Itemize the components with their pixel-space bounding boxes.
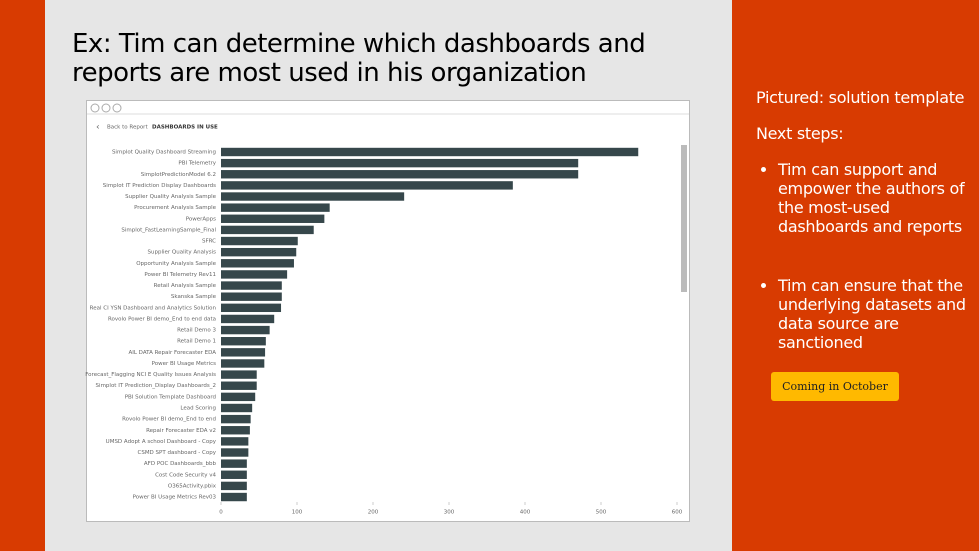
window-button <box>101 103 111 113</box>
window-button <box>112 103 122 113</box>
bar <box>221 359 265 368</box>
y-tick-label: Cost Code Security v4 <box>155 472 216 478</box>
bar <box>221 448 249 457</box>
y-tick-label: PBI Solution Template Dashboard <box>125 394 216 400</box>
side-text: Pictured: solution template Next steps: … <box>756 88 971 392</box>
y-tick-label: CSMD SPT dashboard - Copy <box>137 450 216 456</box>
bar <box>221 203 330 212</box>
bullet: Tim can support and empower the authors … <box>778 160 971 236</box>
y-tick-label: SFRC <box>202 239 216 245</box>
y-tick-label: Simplot Quality Dashboard Streaming <box>112 150 216 156</box>
scrollbar <box>681 145 687 292</box>
y-tick-label: Real CI YSN Dashboard and Analytics Solu… <box>90 305 217 311</box>
y-tick-label: Rovolo Power BI demo_End to end data <box>108 316 216 322</box>
bullet: Tim can ensure that the underlying datas… <box>778 276 971 352</box>
x-tick-label: 0 <box>219 510 223 516</box>
y-tick-label: Power BI Usage Metrics <box>152 361 217 367</box>
y-tick-label: PowerApps <box>186 216 216 222</box>
bar <box>221 481 247 491</box>
y-tick-label: Simplot IT Prediction_Display Dashboards… <box>96 383 216 389</box>
back-arrow[interactable]: ‹ <box>96 123 100 133</box>
bar <box>221 370 257 379</box>
slide-title: Ex: Tim can determine which dashboards a… <box>72 29 646 88</box>
y-tick-label: Opportunity Analysis Sample <box>136 261 216 267</box>
bar <box>221 403 253 413</box>
y-tick-label: SimplotPredictionModel 6.2 <box>141 172 216 178</box>
x-tick-label: 400 <box>520 510 531 516</box>
y-tick-label: Power BI Usage Metrics Rev03 <box>133 495 217 501</box>
y-tick-label: Simplot_FastLearningSample_Final <box>121 227 216 233</box>
y-tick-label: Forecast_Flagging NCI E Quality Issues A… <box>85 372 216 378</box>
bar <box>221 192 405 201</box>
x-tick-label: 300 <box>444 510 455 516</box>
y-tick-label: Simplot IT Prediction Display Dashboards <box>103 183 216 189</box>
right-panel <box>732 0 979 551</box>
x-tick-label: 600 <box>672 510 683 516</box>
y-tick-label: O365Activity.pbix <box>168 483 217 489</box>
y-tick-label: Skanska Sample <box>171 294 217 300</box>
y-tick-label: Lead Scoring <box>180 405 216 411</box>
x-tick-label: 200 <box>368 510 379 516</box>
y-tick-label: UMSD Adopt A school Dashboard - Copy <box>106 439 217 445</box>
bar <box>221 292 282 301</box>
y-tick-label: Retail Demo 1 <box>177 339 216 345</box>
x-tick-label: 500 <box>596 510 607 516</box>
bar <box>221 236 298 246</box>
y-tick-label: Power BI Telemetry Rev11 <box>144 272 216 278</box>
bar <box>221 225 314 235</box>
bar <box>221 158 579 168</box>
bar <box>221 181 513 190</box>
y-tick-label: Retail Demo 3 <box>177 328 216 334</box>
bar <box>221 170 579 179</box>
bar <box>221 325 270 335</box>
y-tick-label: Supplier Quality Analysis Sample <box>125 194 216 200</box>
window-button <box>90 103 100 113</box>
y-tick-label: Retail Analysis Sample <box>154 283 217 289</box>
bar <box>221 437 249 446</box>
y-tick-label: Repair Forecaster EDA v2 <box>146 428 216 434</box>
bullet-list: Tim can support and empower the authors … <box>756 160 971 352</box>
y-tick-label: AFD POC Dashboards_bbb <box>144 461 217 467</box>
bar <box>221 214 325 223</box>
page-heading: DASHBOARDS IN USE <box>152 125 218 131</box>
bar <box>221 470 247 479</box>
y-tick-label: Supplier Quality Analysis <box>148 250 217 256</box>
bar <box>221 459 247 468</box>
bar <box>221 259 294 268</box>
bar <box>221 270 288 279</box>
bar <box>221 303 282 313</box>
bar <box>221 337 266 346</box>
bar <box>221 147 639 157</box>
bar <box>221 492 247 502</box>
bar <box>221 348 266 357</box>
y-tick-label: Rovolo Power BI demo_End to end <box>122 417 216 423</box>
bar <box>221 426 250 435</box>
bar <box>221 314 275 324</box>
y-tick-label: PBI Telemetry <box>178 161 216 167</box>
bar <box>221 381 257 390</box>
y-tick-label: AIL DATA Repair Forecaster EDA <box>128 350 216 356</box>
bar <box>221 392 256 402</box>
pictured: Pictured: solution template <box>756 88 965 107</box>
coming-button[interactable]: Coming in October <box>771 372 899 401</box>
bar <box>221 281 282 290</box>
bar <box>221 247 297 257</box>
next-steps: Next steps: <box>756 124 844 143</box>
x-tick-label: 100 <box>292 510 303 516</box>
left-band <box>0 0 45 551</box>
bar <box>221 414 251 424</box>
y-tick-label: Procurement Analysis Sample <box>134 205 217 211</box>
back-link[interactable]: Back to Report <box>107 125 148 131</box>
